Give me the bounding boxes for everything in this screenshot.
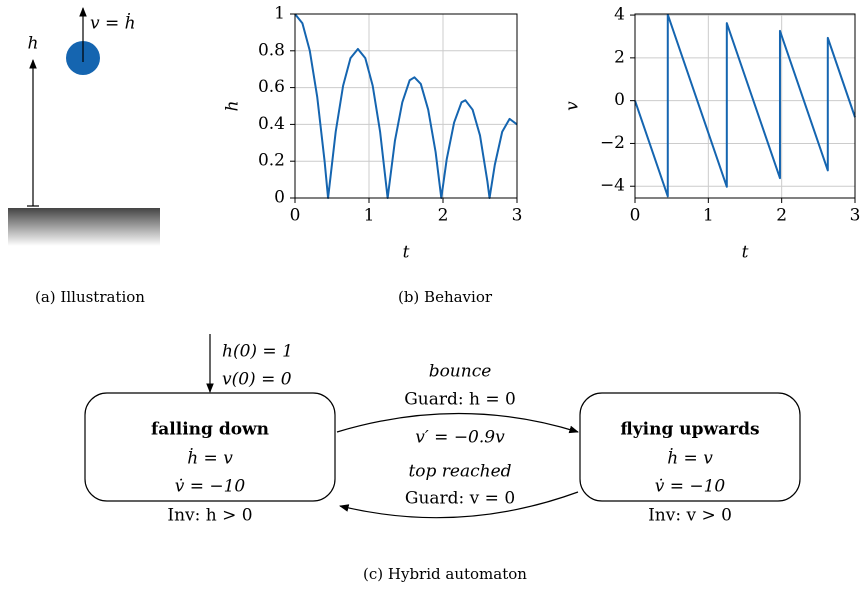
x-tick-label: 2: [438, 206, 449, 226]
caption: (c) Hybrid automaton: [363, 565, 527, 583]
state-box: [579, 392, 801, 502]
x-tick-label: 1: [364, 206, 375, 226]
state-box: [84, 392, 336, 502]
y-axis-label: v: [563, 101, 583, 111]
y-tick-label: 0.4: [258, 114, 285, 134]
transition-event: bounce: [429, 362, 492, 382]
y-tick-label: 2: [614, 47, 625, 67]
state-name: falling down: [151, 420, 269, 440]
x-tick-label: 0: [630, 206, 641, 226]
illustration: h v = ḣ: [8, 7, 160, 246]
data-line: [634, 13, 856, 198]
transition-guard: Guard: v = 0: [405, 489, 515, 509]
state-line: v̇ = −10: [175, 477, 246, 497]
y-tick-label: 4: [614, 5, 625, 25]
height-label: h: [28, 34, 39, 54]
x-axis-label: t: [742, 243, 749, 263]
transition-reset: v′ = −0.9v: [415, 428, 505, 448]
transition-event: top reached: [408, 462, 511, 482]
transition-arrow: [339, 491, 579, 519]
state-line: Inv: v > 0: [648, 506, 732, 526]
x-tick-label: 0: [290, 206, 301, 226]
state-line: ḣ = v: [187, 448, 233, 469]
y-tick-label: 0.8: [258, 40, 285, 60]
plot-frame: [294, 13, 518, 199]
ground: [8, 208, 160, 246]
caption: (a) Illustration: [35, 288, 145, 306]
caption: (b) Behavior: [398, 288, 493, 306]
y-axis-label: h: [223, 101, 243, 112]
y-tick-label: 1: [274, 4, 285, 24]
initial-condition: h(0) = 1: [222, 342, 293, 362]
state-name: flying upwards: [620, 420, 759, 440]
state-line: Inv: h > 0: [167, 506, 252, 526]
y-tick-label: 0: [274, 188, 285, 208]
initial-condition: v(0) = 0: [222, 370, 292, 390]
y-tick-label: −2: [600, 133, 625, 153]
x-tick-label: 2: [776, 206, 787, 226]
y-tick-label: 0.6: [258, 77, 285, 97]
x-tick-label: 3: [850, 206, 860, 226]
y-tick-label: 0: [614, 90, 625, 110]
y-tick-label: −4: [600, 176, 625, 196]
velocity-label: v = ḣ: [90, 13, 136, 34]
y-tick-label: 0.2: [258, 151, 285, 171]
charts: 0 1 2 3 0 0.2 0.4 0.6 0.8 1 t h 0 1 2 3 −4 −2 0 2 4 t v: [223, 4, 860, 263]
x-tick-label: 3: [512, 206, 523, 226]
automaton: h(0) = 1 v(0) = 0 falling down ḣ = v v̇ …: [84, 334, 801, 526]
x-axis-label: t: [403, 243, 410, 263]
x-tick-label: 1: [703, 206, 714, 226]
state-line: ḣ = v: [667, 448, 713, 469]
plot-frame: [634, 13, 856, 199]
state-line: v̇ = −10: [655, 477, 726, 497]
transition-guard: Guard: h = 0: [404, 390, 516, 410]
transition-arrow: [336, 412, 579, 434]
data-line: [294, 13, 518, 199]
